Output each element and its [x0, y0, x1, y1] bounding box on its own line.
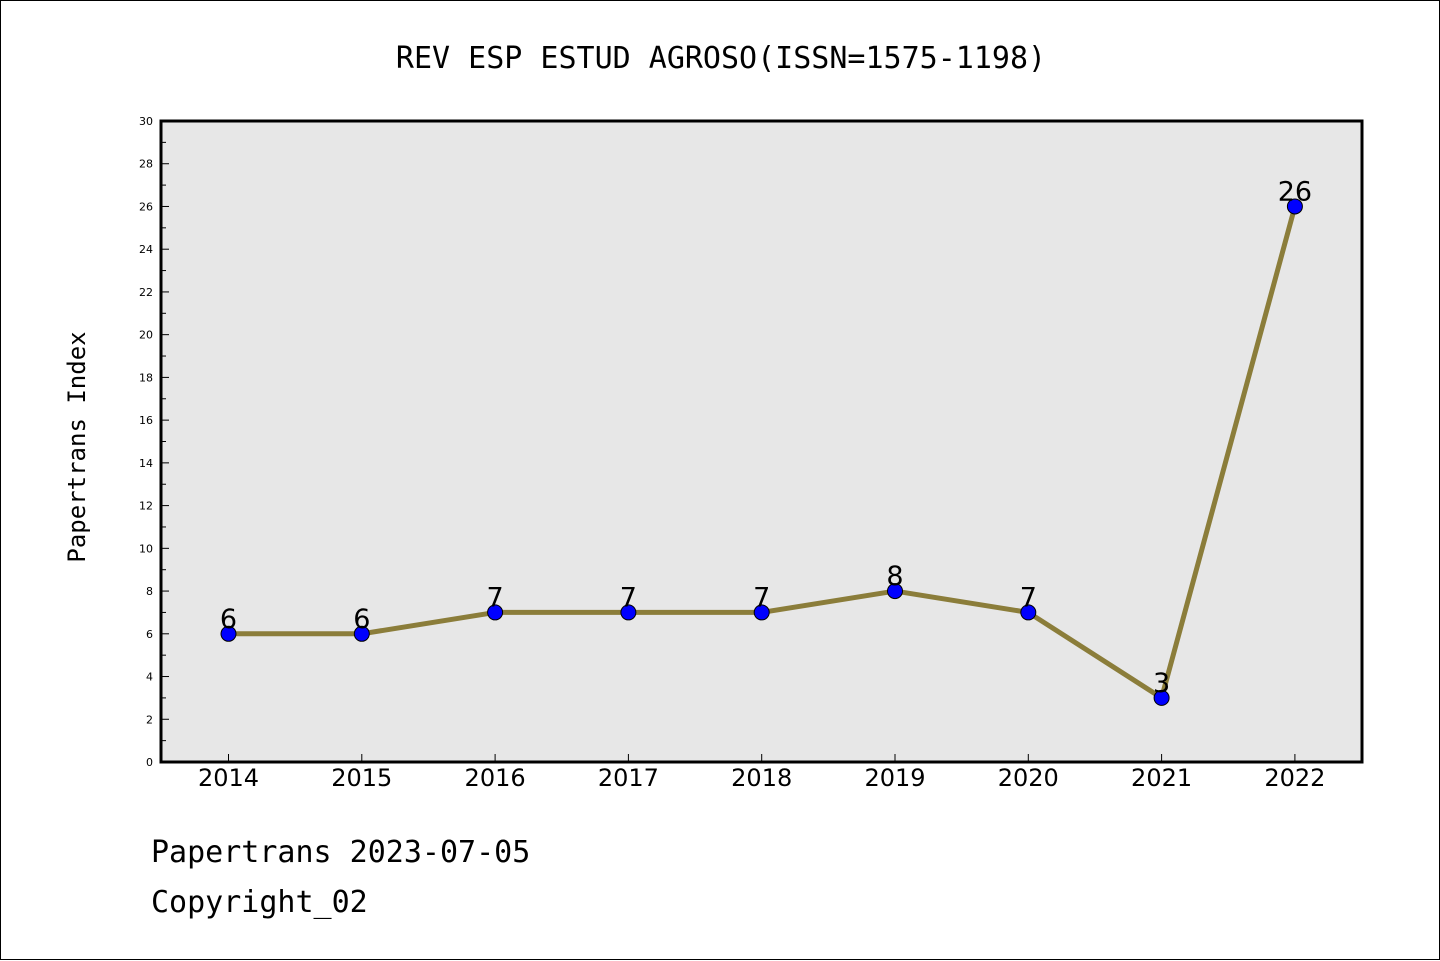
footer-copyright-text: Copyright_02 — [151, 885, 368, 920]
x-tick-label: 2021 — [1131, 764, 1192, 792]
data-label: 7 — [1020, 582, 1037, 613]
y-tick-label: 2 — [146, 713, 153, 726]
data-point — [353, 625, 370, 642]
data-point — [220, 625, 237, 642]
y-tick-label: 28 — [139, 158, 153, 171]
y-tick-label: 18 — [139, 371, 153, 384]
x-tick-label: 2020 — [998, 764, 1059, 792]
y-tick-label: 4 — [146, 671, 153, 684]
data-point — [620, 604, 637, 621]
data-label: 3 — [1153, 668, 1170, 699]
y-tick-label: 14 — [139, 457, 153, 470]
data-markers — [220, 198, 1303, 706]
y-tick-label: 30 — [139, 115, 153, 128]
plot-area — [159, 119, 1364, 764]
x-tick-label: 2017 — [598, 764, 659, 792]
y-tick-label: 8 — [146, 585, 153, 598]
x-tick-label: 2014 — [198, 764, 259, 792]
x-tick-label: 2018 — [731, 764, 792, 792]
y-tick-label: 12 — [139, 500, 153, 513]
data-point — [487, 604, 504, 621]
data-point — [1286, 198, 1303, 215]
y-tick-label: 6 — [146, 628, 153, 641]
data-point — [1020, 604, 1037, 621]
data-label: 8 — [886, 561, 903, 592]
data-label: 7 — [487, 582, 504, 613]
footer-date-text: Papertrans 2023-07-05 — [151, 835, 531, 870]
x-tick-label: 2019 — [864, 764, 925, 792]
chart-title: REV ESP ESTUD AGROSO(ISSN=1575-1198) — [396, 41, 1046, 76]
data-labels: 6 6 7 7 7 8 7 3 26 — [220, 176, 1312, 698]
y-tick-label: 26 — [139, 200, 153, 213]
x-tick-label: 2016 — [465, 764, 526, 792]
y-tick-label: 22 — [139, 286, 153, 299]
y-axis-label: Papertrans Index — [63, 331, 91, 562]
data-point — [753, 604, 770, 621]
x-tick-label: 2022 — [1264, 764, 1325, 792]
y-tick-label: 24 — [139, 243, 153, 256]
y-tick-label: 20 — [139, 329, 153, 342]
x-axis-ticks: 2014 2015 2016 2017 2018 2019 2020 2021 2022 — [198, 754, 1325, 792]
data-label: 7 — [620, 582, 637, 613]
data-label: 26 — [1278, 176, 1312, 207]
y-tick-label: 16 — [139, 414, 153, 427]
data-label: 7 — [753, 582, 770, 613]
data-label: 6 — [220, 604, 237, 635]
data-point — [887, 583, 903, 600]
y-tick-label: 0 — [146, 756, 153, 769]
y-tick-label: 10 — [139, 542, 153, 555]
x-tick-label: 2015 — [331, 764, 392, 792]
data-label: 6 — [353, 604, 370, 635]
data-point — [1153, 689, 1170, 706]
